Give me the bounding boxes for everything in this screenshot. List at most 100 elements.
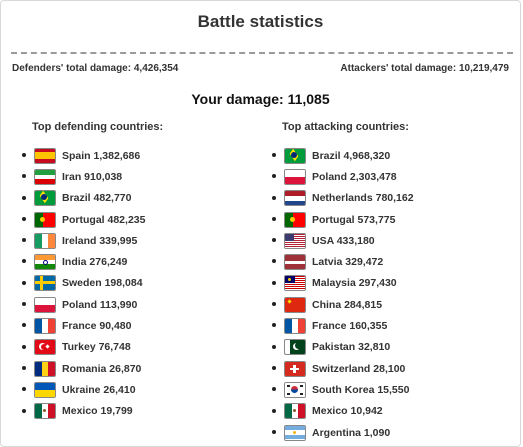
netherlands-flag-icon [284,190,306,207]
country-list-item: USA 433,180 [272,230,414,251]
india-flag-icon [34,254,56,271]
country-list-item: Poland 113,990 [22,294,145,315]
country-list-item: Poland 2,303,478 [272,166,414,187]
country-list-item: Malaysia 297,430 [272,273,414,294]
country-list-item: China 284,815 [272,294,414,315]
bullet-icon [22,387,26,392]
bullet-icon [22,195,26,200]
attacking-countries-list: Brazil 4,968,320 Poland 2,303,478 Netherla… [272,145,414,443]
country-damage-label: Argentina 1,090 [312,426,391,439]
country-damage-label: South Korea 15,550 [312,383,410,396]
country-damage-label: France 90,480 [62,320,132,333]
bullet-icon [272,323,276,328]
attacking-countries-heading: Top attacking countries: [282,121,409,133]
bullet-icon [22,238,26,243]
bullet-icon [272,429,276,434]
attackers-total-damage: Attackers' total damage: 10,219,479 [340,63,509,74]
defenders-total-damage: Defenders' total damage: 4,426,354 [12,63,179,74]
bullet-icon [272,408,276,413]
country-damage-label: Portugal 482,235 [62,213,146,226]
dashed-divider [11,52,513,54]
country-list-item: Sweden 198,084 [22,273,145,294]
country-damage-label: USA 433,180 [312,234,375,247]
bullet-icon [272,238,276,243]
country-damage-label: Malaysia 297,430 [312,277,397,290]
spain-flag-icon [34,147,56,164]
turkey-flag-icon [34,339,56,356]
country-damage-label: China 284,815 [312,298,383,311]
country-damage-label: Iran 910,038 [62,170,123,183]
bullet-icon [22,365,26,370]
country-damage-label: Ukraine 26,410 [62,383,136,396]
country-damage-label: Brazil 4,968,320 [312,149,391,162]
country-list-item: Mexico 19,799 [22,401,145,422]
portugal-flag-icon [284,211,306,228]
country-damage-label: France 160,355 [312,320,388,333]
mexico-flag-icon [284,403,306,420]
country-list-item: Brazil 4,968,320 [272,145,414,166]
bullet-icon [22,280,26,285]
country-damage-label: Pakistan 32,810 [312,341,391,354]
pakistan-flag-icon [284,339,306,356]
south-korea-flag-icon [284,381,306,398]
ukraine-flag-icon [34,381,56,398]
country-damage-label: India 276,249 [62,256,128,269]
country-damage-label: Sweden 198,084 [62,277,143,290]
bullet-icon [272,280,276,285]
country-list-item: Argentina 1,090 [272,422,414,443]
country-damage-label: Latvia 329,472 [312,256,384,269]
country-list-item: Turkey 76,748 [22,337,145,358]
bullet-icon [272,344,276,349]
country-damage-label: Portugal 573,775 [312,213,396,226]
country-damage-label: Poland 113,990 [62,298,138,311]
bullet-icon [22,323,26,328]
country-list-item: Ireland 339,995 [22,230,145,251]
iran-flag-icon [34,168,56,185]
ireland-flag-icon [34,232,56,249]
your-damage: Your damage: 11,085 [191,91,330,107]
country-list-item: France 90,480 [22,315,145,336]
bullet-icon [22,216,26,221]
country-damage-label: Spain 1,382,686 [62,149,141,162]
country-list-item: Pakistan 32,810 [272,337,414,358]
country-list-item: South Korea 15,550 [272,379,414,400]
country-damage-label: Poland 2,303,478 [312,170,397,183]
country-damage-label: Turkey 76,748 [62,341,131,354]
country-damage-label: Mexico 10,942 [312,405,383,418]
country-damage-label: Mexico 19,799 [62,405,133,418]
panel-title: Battle statistics [197,12,324,31]
brazil-flag-icon [284,147,306,164]
country-damage-label: Switzerland 28,100 [312,362,406,375]
country-list-item: Spain 1,382,686 [22,145,145,166]
bullet-icon [272,153,276,157]
country-list-item: Netherlands 780,162 [272,188,414,209]
bullet-icon [22,259,26,264]
poland-flag-icon [34,296,56,313]
bullet-icon [272,302,276,307]
china-flag-icon [284,296,306,313]
argentina-flag-icon [284,424,306,441]
poland-flag-icon [284,168,306,185]
country-list-item: Ukraine 26,410 [22,379,145,400]
bullet-icon [22,344,26,349]
portugal-flag-icon [34,211,56,228]
bullet-icon [272,259,276,264]
country-damage-label: Ireland 339,995 [62,234,138,247]
defending-countries-heading: Top defending countries: [32,121,164,133]
mexico-flag-icon [34,403,56,420]
france-flag-icon [284,318,306,335]
country-list-item: Mexico 10,942 [272,401,414,422]
latvia-flag-icon [284,254,306,271]
malaysia-flag-icon [284,275,306,292]
country-list-item: France 160,355 [272,315,414,336]
defending-countries-list: Spain 1,382,686 Iran 910,038 Brazil 482,77… [22,145,146,422]
brazil-flag-icon [34,190,56,207]
country-list-item: India 276,249 [22,251,145,272]
bullet-icon [22,302,26,307]
country-list-item: Romania 26,870 [22,358,145,379]
bullet-icon [22,174,26,179]
bullet-icon [22,153,26,157]
country-damage-label: Romania 26,870 [62,362,142,375]
country-list-item: Latvia 329,472 [272,251,414,272]
